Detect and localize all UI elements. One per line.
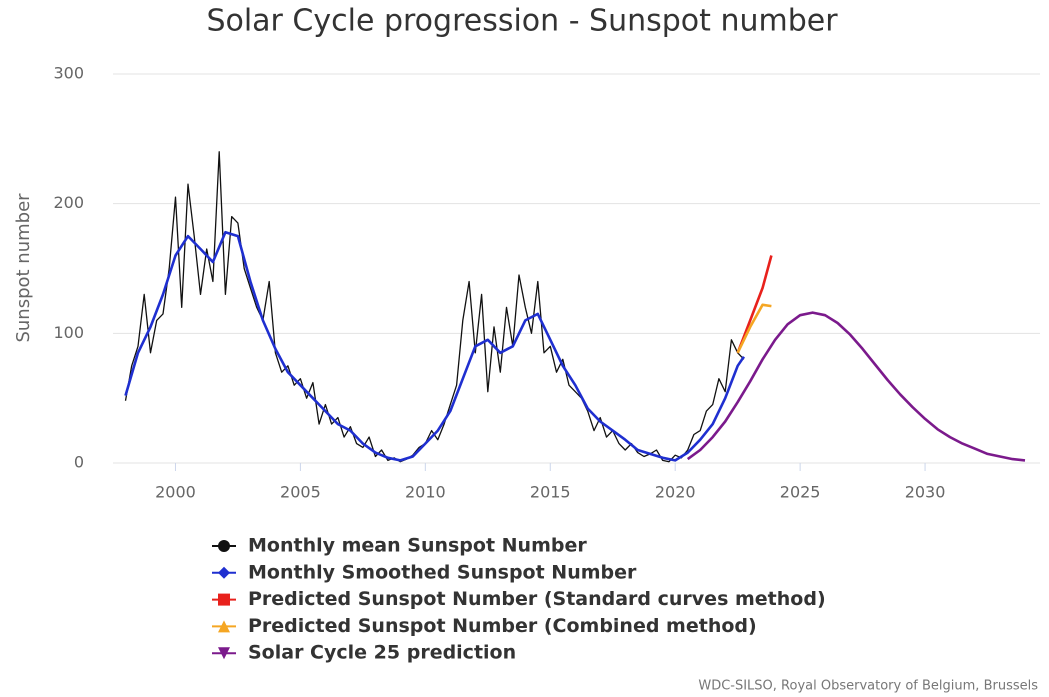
series-line <box>124 151 745 463</box>
legend-label: Predicted Sunspot Number (Standard curve… <box>248 588 826 610</box>
legend-label: Monthly mean Sunspot Number <box>248 535 587 557</box>
x-tick-label: 2015 <box>530 483 571 502</box>
y-tick-label: 0 <box>74 453 84 472</box>
series-line <box>736 303 772 354</box>
x-tick-label: 2010 <box>405 483 446 502</box>
legend-marker <box>218 540 230 552</box>
legend-marker <box>218 647 230 660</box>
legend-marker <box>218 593 230 606</box>
credit: WDC-SILSO, Royal Observatory of Belgium,… <box>698 679 1038 694</box>
chart-title: Solar Cycle progression - Sunspot number <box>206 4 838 39</box>
x-tick-label: 2000 <box>155 483 196 502</box>
legend-label: Predicted Sunspot Number (Combined metho… <box>248 615 757 637</box>
legend-marker <box>218 620 230 633</box>
x-tick-label: 2030 <box>905 483 946 502</box>
series-line <box>124 230 745 462</box>
legend-label: Monthly Smoothed Sunspot Number <box>248 561 637 583</box>
legend-label: Solar Cycle 25 prediction <box>248 642 516 664</box>
y-tick-label: 100 <box>53 323 84 342</box>
x-tick-label: 2025 <box>780 483 821 502</box>
y-tick-label: 300 <box>53 64 84 83</box>
x-tick-label: 2020 <box>655 483 696 502</box>
series-line <box>686 311 1026 462</box>
x-tick-label: 2005 <box>280 483 321 502</box>
y-axis-label: Sunspot number <box>13 193 34 343</box>
legend-marker <box>218 566 230 579</box>
y-tick-label: 200 <box>53 193 84 212</box>
series-line <box>736 255 773 354</box>
